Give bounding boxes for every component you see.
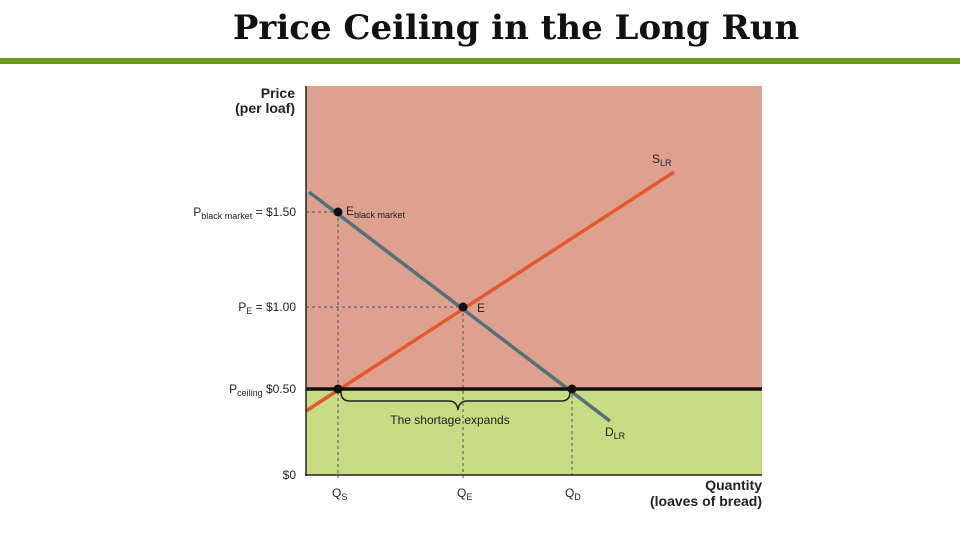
below-ceiling-region: [306, 389, 762, 475]
zero-label: $0: [283, 468, 297, 482]
y-axis-title-2: (per loaf): [235, 100, 295, 116]
quantity-demanded-point: [567, 384, 577, 394]
demand-label: DLR: [605, 425, 626, 441]
shortage-label: The shortage expands: [390, 413, 509, 427]
quantity-supplied-point: [333, 384, 343, 394]
pe-label: PE = $1.00: [238, 300, 296, 316]
x-axis-title-2: (loaves of bread): [650, 493, 762, 509]
equilibrium-point: [458, 302, 468, 312]
equilibrium-label: E: [477, 301, 485, 315]
slide-title: Price Ceiling in the Long Run: [232, 8, 800, 48]
title-underline: [0, 58, 960, 64]
above-ceiling-region: [306, 86, 762, 389]
qs-label: QS: [332, 486, 347, 502]
black-market-point: [333, 207, 343, 217]
y-axis-title-1: Price: [261, 85, 295, 101]
qe-label: QE: [457, 486, 472, 502]
supply-curve: [305, 170, 675, 413]
qd-label: QD: [565, 486, 581, 502]
supply-label: SLR: [652, 152, 672, 168]
p-ceiling-label: Pceiling $0.50: [229, 382, 296, 398]
shortage-brace: [340, 391, 571, 411]
x-axis-title-1: Quantity: [705, 477, 762, 493]
p-black-market-label: Pblack market = $1.50: [193, 205, 296, 221]
black-market-point-label: Eblack market: [346, 204, 406, 220]
